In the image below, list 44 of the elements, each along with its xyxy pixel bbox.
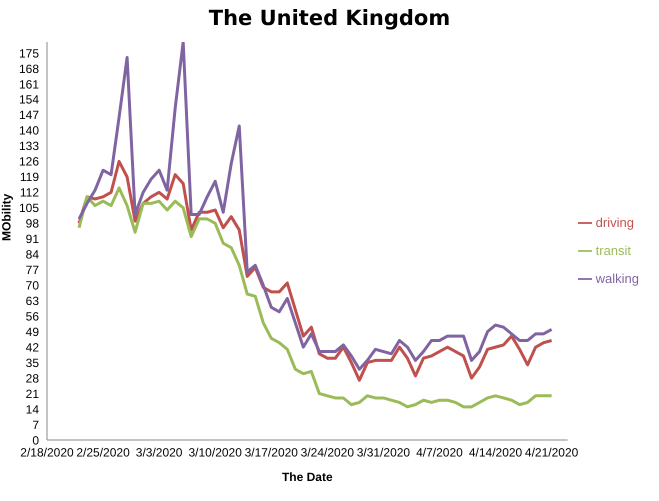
y-tick-label: 161	[18, 77, 40, 92]
line-series	[78, 42, 554, 371]
y-tick-label: 49	[26, 324, 40, 339]
y-tick-label: 140	[18, 124, 40, 138]
x-tick-label: 3/3/2020	[136, 446, 183, 460]
y-tick-label: 35	[26, 356, 40, 370]
y-tick-label: 105	[18, 201, 40, 216]
y-axis-title: MObility	[0, 193, 14, 241]
y-tick-label: 119	[20, 170, 40, 184]
x-tick-label: 2/25/2020	[76, 446, 130, 460]
y-tick-label: 112	[20, 186, 40, 200]
y-tick-label: 133	[18, 139, 40, 154]
y-tick-label: 77	[26, 263, 40, 278]
y-tick-label: 7	[32, 418, 40, 432]
y-tick-label: 28	[26, 371, 40, 386]
y-tick-label: 175	[18, 46, 40, 60]
y-tick-label: 56	[26, 309, 40, 324]
x-axis-title: The Date	[282, 470, 333, 484]
chart-title: The United Kingdom	[208, 6, 452, 30]
legend-label: driving	[596, 214, 634, 230]
legend-label: walking	[596, 270, 639, 286]
line-series	[78, 186, 554, 408]
y-tick-label: 98	[26, 216, 40, 231]
y-tick-label: 42	[26, 340, 40, 354]
x-tick-label: 3/24/2020	[300, 446, 354, 460]
y-tick-label: 21	[26, 386, 40, 401]
x-tick-label: 3/17/2020	[244, 446, 298, 460]
x-tick-label: 4/7/2020	[416, 446, 464, 460]
y-tick-label: 14	[26, 402, 40, 416]
x-tick-label: 4/21/2020	[524, 446, 579, 460]
x-tick-label: 2/18/2020	[20, 446, 74, 460]
y-tick-label: 168	[18, 62, 40, 76]
y-tick-label: 154	[18, 92, 40, 107]
y-tick-label: 63	[26, 294, 40, 308]
y-tick-label: 91	[26, 232, 40, 246]
legend-label: transit	[596, 242, 632, 258]
y-tick-label: 147	[18, 108, 40, 122]
y-tick-label: 0	[32, 433, 40, 448]
x-tick-label: 3/10/2020	[188, 446, 242, 460]
y-tick-label: 126	[18, 154, 40, 169]
y-tick-label: 84	[26, 248, 40, 262]
x-tick-label: 4/14/2020	[468, 446, 523, 460]
x-tick-label: 3/31/2020	[356, 446, 410, 460]
y-tick-label: 70	[26, 278, 40, 292]
